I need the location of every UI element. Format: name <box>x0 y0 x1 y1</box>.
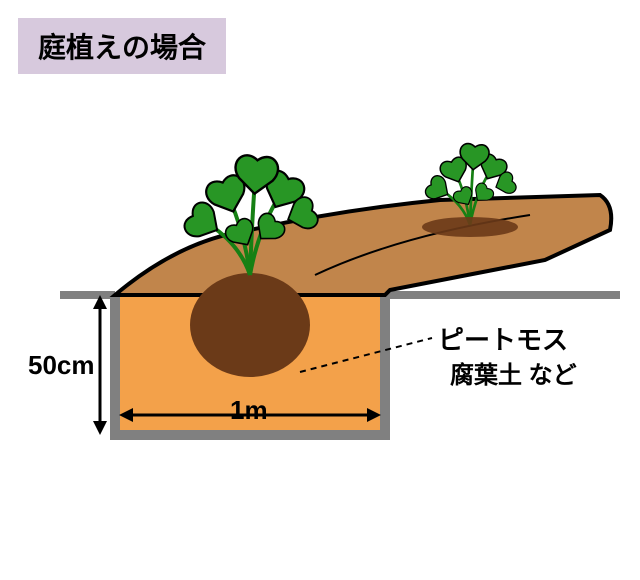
depth-label: 50cm <box>28 350 95 381</box>
material-label-1: ピートモス <box>438 320 568 357</box>
material-label-2: 腐葉土 など <box>450 355 577 390</box>
planting-diagram <box>0 0 640 580</box>
width-label: 1m <box>230 395 268 426</box>
